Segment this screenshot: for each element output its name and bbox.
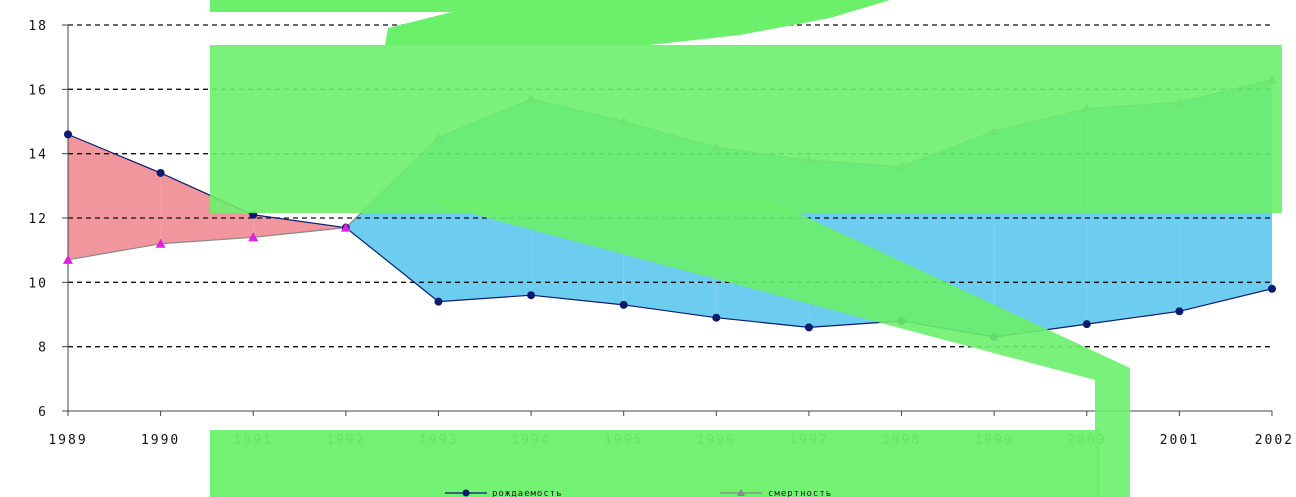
y-tick-label-12: 12 bbox=[28, 212, 48, 227]
y-tick-label-10: 10 bbox=[28, 276, 48, 291]
deaths-point-1991 bbox=[248, 232, 259, 242]
fill-segment-1991 bbox=[253, 214, 346, 238]
series-line-births bbox=[67, 133, 1273, 338]
y-tick-label-16: 16 bbox=[28, 83, 48, 98]
x-tick-label-2002: 2002 bbox=[1255, 433, 1294, 448]
births-point-1993 bbox=[434, 297, 443, 306]
births-point-1990 bbox=[156, 168, 165, 177]
legend-deaths-label: смертность bbox=[768, 489, 832, 497]
legend-births-marker bbox=[462, 489, 470, 497]
births-point-2002 bbox=[1268, 284, 1276, 293]
legend-births-label: рождаемость bbox=[492, 489, 563, 497]
births-point-1995 bbox=[619, 300, 628, 309]
y-tick-label-6: 6 bbox=[38, 405, 48, 420]
y-tick-label-18: 18 bbox=[28, 19, 48, 34]
x-tick-label-2001: 2001 bbox=[1160, 433, 1199, 448]
y-tick-label-14: 14 bbox=[28, 148, 48, 163]
deaths-point-1990 bbox=[155, 238, 166, 248]
births-point-1997 bbox=[804, 323, 813, 332]
legend-deaths-marker bbox=[737, 489, 745, 496]
legend: рождаемость смертность bbox=[445, 489, 832, 497]
overlay-main-band bbox=[210, 45, 1282, 213]
deaths-point-1992 bbox=[340, 222, 351, 232]
births-point-2001 bbox=[1175, 307, 1184, 316]
births-point-1989 bbox=[64, 130, 72, 139]
axes bbox=[62, 24, 1273, 416]
x-tick-label-1989: 1989 bbox=[48, 433, 87, 448]
y-tick-label-8: 8 bbox=[38, 341, 48, 356]
green-overlay bbox=[210, 0, 1282, 497]
x-tick-label-1990: 1990 bbox=[141, 433, 180, 448]
births-point-1994 bbox=[527, 291, 536, 300]
deaths-point-1989 bbox=[63, 254, 73, 264]
fill-segment-1989 bbox=[68, 134, 161, 260]
fill-segment-1990 bbox=[160, 172, 254, 244]
births-point-2000 bbox=[1082, 320, 1091, 329]
births-point-1996 bbox=[712, 313, 721, 322]
overlay-diagonal bbox=[420, 200, 1130, 497]
overlay-bottom-band bbox=[210, 430, 1100, 497]
overlay-top-swoosh bbox=[385, 0, 890, 45]
